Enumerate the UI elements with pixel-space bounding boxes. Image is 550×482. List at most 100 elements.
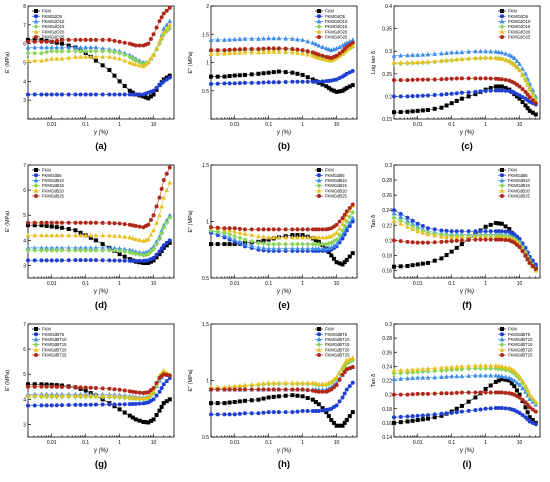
data-point — [107, 37, 112, 42]
data-point — [488, 406, 493, 411]
data-point — [316, 246, 322, 251]
y-tick-label: 8 — [23, 4, 26, 10]
data-point — [478, 363, 483, 368]
data-point — [112, 402, 117, 407]
legend-label: FKMGdBT25 — [325, 353, 350, 358]
data-point — [329, 233, 334, 239]
data-point — [112, 55, 117, 60]
data-point — [517, 61, 522, 66]
data-point — [161, 178, 166, 183]
y-tick-label: 7 — [23, 322, 26, 328]
data-point — [44, 393, 49, 398]
data-point — [32, 384, 37, 389]
data-point — [310, 397, 315, 402]
data-point — [320, 44, 325, 49]
x-tick-label: 1 — [301, 440, 304, 446]
data-point — [215, 74, 220, 79]
data-point — [503, 77, 508, 82]
data-point — [154, 252, 159, 257]
data-point — [54, 403, 59, 408]
data-point — [391, 218, 397, 223]
legend-label: FKMGdBT5 — [325, 332, 348, 337]
legend-label: FKMGdO10 — [325, 19, 348, 24]
x-tick-label: 0.1 — [265, 122, 272, 128]
data-point — [425, 375, 431, 380]
legend-label: FKMGdO20 — [42, 29, 65, 34]
data-point — [533, 422, 538, 427]
data-point — [78, 245, 83, 250]
data-point — [164, 220, 170, 226]
legend-label: FKMGdB10 — [42, 178, 65, 183]
data-point — [300, 72, 305, 77]
data-point — [415, 52, 421, 57]
data-point — [488, 390, 493, 395]
data-point — [449, 410, 454, 415]
data-point — [512, 368, 517, 373]
data-point — [112, 393, 117, 399]
data-point — [133, 258, 138, 263]
data-point — [232, 36, 238, 42]
data-point — [350, 202, 355, 207]
data-point — [215, 37, 221, 42]
data-point — [517, 67, 522, 73]
data-point — [59, 258, 64, 263]
data-point — [146, 96, 151, 101]
data-point — [478, 76, 483, 81]
series-FKMGdO5 — [392, 88, 538, 107]
data-point — [415, 240, 420, 245]
y-tick-label: 0.18 — [382, 407, 392, 413]
data-point — [39, 92, 44, 97]
data-point — [405, 94, 410, 99]
legend-label: FKMGdBT25 — [508, 353, 533, 358]
data-point — [141, 63, 146, 69]
data-point — [420, 366, 426, 371]
data-point — [483, 373, 488, 378]
legend-marker — [499, 177, 505, 183]
data-point — [313, 41, 319, 47]
data-point — [154, 204, 159, 209]
data-point — [316, 43, 322, 48]
legend-marker — [317, 332, 321, 337]
data-point — [432, 58, 437, 64]
data-point — [227, 226, 232, 231]
data-point — [276, 46, 281, 51]
data-point — [499, 377, 504, 382]
data-point — [290, 387, 295, 392]
data-point — [222, 387, 227, 392]
data-point — [88, 220, 93, 225]
data-point — [420, 52, 426, 57]
data-point — [334, 260, 339, 265]
data-point — [242, 241, 248, 247]
data-point — [249, 381, 254, 387]
legend-marker — [33, 342, 39, 348]
data-point — [334, 383, 339, 388]
data-point — [107, 233, 112, 238]
data-point — [266, 237, 271, 242]
y-tick-label: 0.24 — [382, 364, 392, 370]
data-point — [425, 240, 430, 245]
data-point — [466, 55, 471, 61]
data-point — [32, 44, 38, 50]
data-point — [148, 249, 154, 255]
data-point — [509, 60, 515, 65]
data-point — [454, 245, 459, 250]
data-point — [347, 205, 352, 210]
plot-frame — [393, 164, 541, 279]
data-point — [439, 50, 444, 56]
data-point — [167, 215, 173, 221]
data-point — [527, 108, 532, 113]
data-point — [44, 232, 49, 238]
data-point — [329, 418, 334, 423]
data-point — [107, 258, 112, 263]
data-point — [425, 365, 431, 371]
data-point — [237, 81, 242, 86]
data-point — [237, 411, 242, 416]
data-point — [39, 44, 44, 50]
data-point — [148, 56, 154, 61]
legend-label: FKMGdB15 — [325, 183, 348, 188]
data-point — [466, 94, 471, 99]
data-point — [331, 376, 337, 382]
data-point — [459, 90, 464, 95]
data-point — [347, 45, 353, 50]
